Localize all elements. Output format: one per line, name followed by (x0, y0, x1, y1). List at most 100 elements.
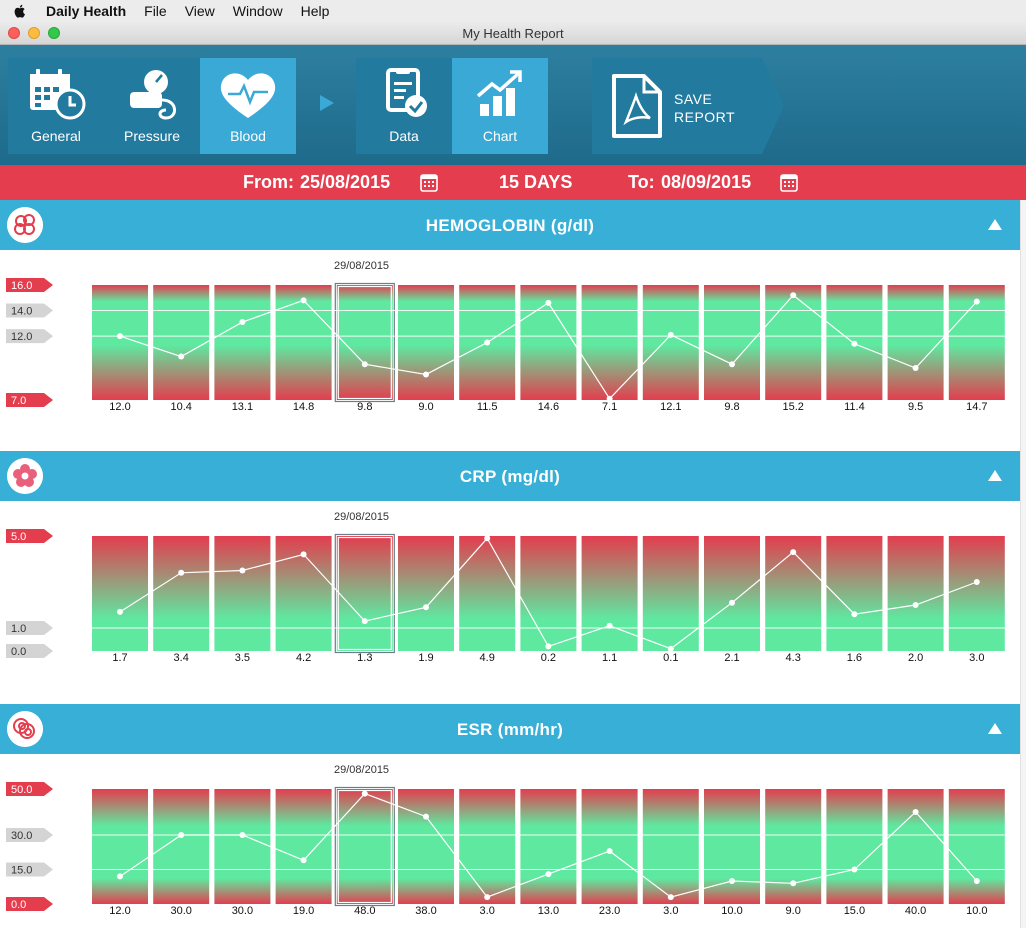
data-point[interactable] (117, 333, 123, 340)
data-point[interactable] (912, 365, 919, 372)
data-point[interactable] (729, 599, 735, 606)
view-data[interactable]: Data (356, 58, 452, 154)
tab-general[interactable]: General (8, 58, 104, 154)
data-point[interactable] (790, 880, 797, 887)
menu-view[interactable]: View (184, 3, 215, 19)
calendar-icon[interactable] (780, 172, 798, 192)
data-point[interactable] (790, 549, 797, 556)
day-column[interactable] (581, 789, 638, 904)
day-column[interactable] (336, 536, 393, 651)
day-column[interactable] (520, 789, 577, 904)
data-point[interactable] (178, 353, 185, 360)
day-column[interactable] (826, 536, 883, 651)
day-column[interactable] (153, 536, 210, 651)
data-point[interactable] (484, 535, 491, 542)
menu-window[interactable]: Window (232, 3, 283, 19)
day-column[interactable] (704, 789, 760, 904)
data-point[interactable] (484, 894, 491, 901)
data-point[interactable] (239, 319, 246, 326)
data-point[interactable] (239, 832, 246, 838)
day-column[interactable] (887, 285, 944, 400)
data-point[interactable] (667, 645, 674, 652)
hemoglobin-chart[interactable]: 16.0 14.0 12.0 7.0 12.0 10.4 13.1 14.8 9.8 9.0 11.… (0, 270, 1020, 450)
data-point[interactable] (912, 809, 919, 815)
data-point[interactable] (300, 297, 307, 304)
report-content[interactable]: HEMOGLOBIN (g/dl) 29/08/2015 16.0 14.0 12.… (0, 200, 1020, 928)
apple-icon[interactable] (12, 3, 28, 19)
section-header[interactable]: HEMOGLOBIN (g/dl) (0, 200, 1020, 250)
data-point[interactable] (545, 299, 552, 306)
minimize-window-button[interactable] (28, 27, 40, 39)
collapse-arrow-icon[interactable] (988, 219, 1002, 230)
day-column[interactable] (153, 789, 210, 904)
collapse-arrow-icon[interactable] (988, 470, 1002, 481)
day-column[interactable] (398, 789, 454, 904)
view-chart[interactable]: Chart (452, 58, 548, 154)
data-point[interactable] (178, 832, 185, 838)
zoom-window-button[interactable] (48, 27, 60, 39)
day-column[interactable] (642, 285, 699, 400)
day-column[interactable] (765, 536, 822, 651)
close-window-button[interactable] (8, 27, 20, 39)
data-point[interactable] (667, 331, 674, 338)
day-column[interactable] (704, 536, 760, 651)
data-point[interactable] (239, 567, 246, 574)
data-point[interactable] (729, 878, 735, 884)
data-point[interactable] (117, 608, 123, 615)
data-point[interactable] (606, 395, 613, 402)
day-column[interactable] (765, 285, 822, 400)
data-point[interactable] (300, 857, 307, 864)
day-column[interactable] (398, 285, 454, 400)
day-column[interactable] (948, 789, 1005, 904)
menu-file[interactable]: File (144, 3, 167, 19)
tab-blood[interactable]: Blood (200, 58, 296, 154)
calendar-icon[interactable] (420, 172, 438, 192)
data-point[interactable] (545, 643, 552, 650)
day-column[interactable] (92, 789, 148, 904)
day-column[interactable] (336, 789, 393, 904)
day-column[interactable] (765, 789, 822, 904)
data-point[interactable] (484, 339, 491, 346)
data-point[interactable] (545, 871, 552, 878)
section-header[interactable]: ESR (mm/hr) (0, 704, 1020, 754)
data-point[interactable] (973, 579, 980, 585)
day-column[interactable] (336, 285, 393, 400)
data-point[interactable] (300, 551, 307, 558)
save-report-button[interactable]: SAVE REPORT (592, 58, 784, 154)
data-point[interactable] (851, 611, 858, 618)
data-point[interactable] (361, 790, 368, 797)
data-point[interactable] (361, 361, 368, 368)
data-point[interactable] (729, 361, 735, 368)
menu-app-name[interactable]: Daily Health (46, 3, 127, 19)
crp-chart[interactable]: 5.0 1.0 0.0 1.7 3.4 3.5 4.2 1.3 1.9 4.9 0.2 1.1 0.1 2… (0, 521, 1020, 701)
data-point[interactable] (423, 371, 429, 378)
day-column[interactable] (948, 536, 1005, 651)
from-date[interactable]: 25/08/2015 (300, 172, 391, 192)
day-column[interactable] (214, 536, 271, 651)
vertical-scrollbar[interactable] (1020, 200, 1026, 928)
data-point[interactable] (178, 569, 185, 576)
data-point[interactable] (361, 618, 368, 625)
data-point[interactable] (606, 848, 613, 855)
day-column[interactable] (581, 536, 638, 651)
data-point[interactable] (117, 873, 123, 880)
day-column[interactable] (887, 789, 944, 904)
tab-pressure[interactable]: Pressure (104, 58, 200, 154)
data-point[interactable] (667, 894, 674, 901)
day-column[interactable] (642, 789, 699, 904)
day-column[interactable] (153, 285, 210, 400)
day-column[interactable] (275, 285, 332, 400)
data-point[interactable] (851, 866, 858, 873)
data-point[interactable] (423, 604, 429, 611)
collapse-arrow-icon[interactable] (988, 723, 1002, 734)
day-column[interactable] (459, 536, 516, 651)
menu-help[interactable]: Help (300, 3, 330, 19)
day-column[interactable] (214, 285, 271, 400)
day-column[interactable] (887, 536, 944, 651)
data-point[interactable] (790, 292, 797, 299)
day-column[interactable] (520, 536, 577, 651)
day-column[interactable] (581, 285, 638, 400)
day-column[interactable] (642, 536, 699, 651)
to-date[interactable]: 08/09/2015 (661, 172, 752, 192)
data-point[interactable] (973, 878, 980, 884)
